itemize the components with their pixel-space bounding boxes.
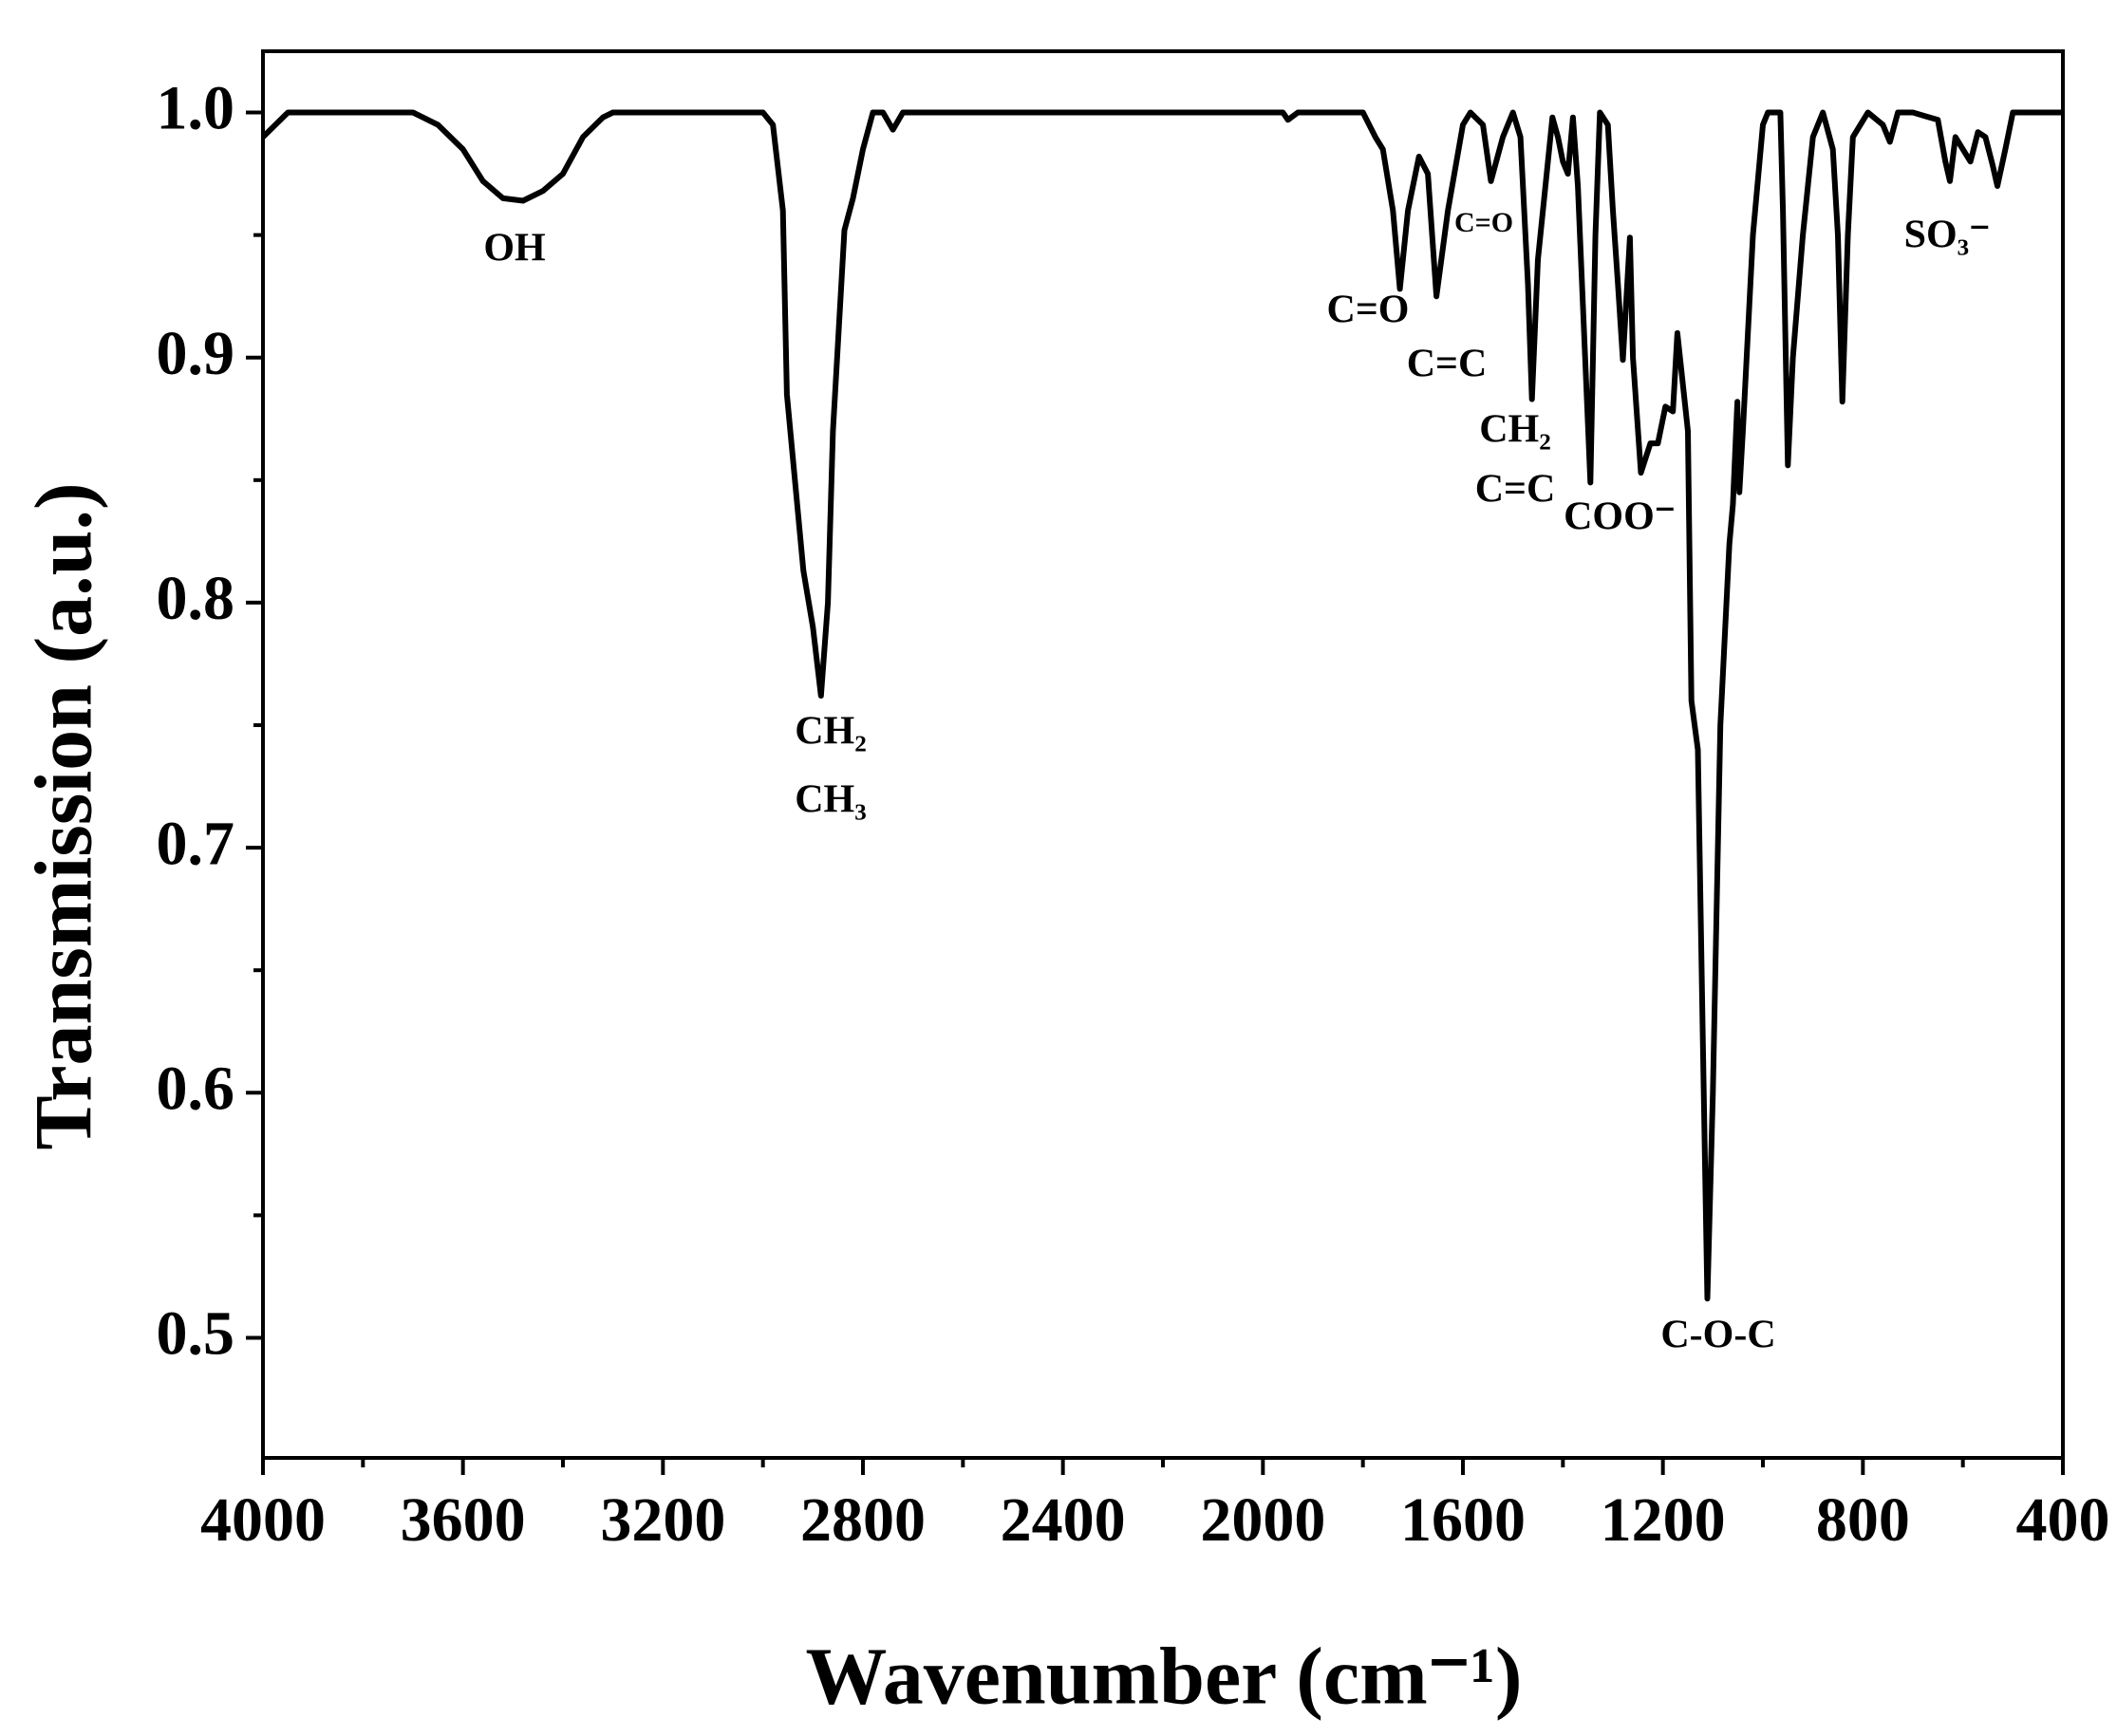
x-tick-label: 2400 [1001,1485,1126,1555]
y-tick-label: 1.0 [157,74,235,143]
peak-annotation: C=O [1454,207,1513,238]
y-tick-label: 0.6 [157,1054,235,1123]
peak-annotation: CH₂ [1479,408,1551,452]
peak-annotation: CH₂ [795,710,867,754]
y-tick-label: 0.9 [157,319,235,388]
x-axis-title: Wavenumber (cm⁻¹) [805,1631,1522,1722]
x-tick-label: 4000 [200,1485,326,1555]
peak-annotation: COO⁻ [1564,495,1676,539]
y-tick-label: 0.8 [157,564,235,633]
x-tick-label: 3200 [600,1485,725,1555]
peak-annotation: CH₃ [795,778,867,822]
x-tick-label: 800 [1816,1485,1910,1555]
x-tick-label: 1600 [1400,1485,1526,1555]
x-tick-label: 1200 [1601,1485,1726,1555]
x-tick-label: 400 [2016,1485,2110,1555]
y-tick-label: 0.7 [157,809,235,878]
peak-annotation: C-O-C [1660,1314,1775,1357]
peak-annotation: C=O [1327,289,1410,332]
peak-annotation: C=C [1475,468,1556,512]
x-tick-label: 2000 [1200,1485,1325,1555]
x-tick-label: 3600 [401,1485,526,1555]
peak-annotation: C=C [1407,343,1488,386]
spectrum-line [260,109,2063,1302]
y-axis-title: Transmission (a.u.) [18,482,109,1149]
y-tick-label: 0.5 [157,1299,235,1369]
x-tick-label: 2800 [800,1485,926,1555]
peak-annotation: SO₃⁻ [1904,214,1991,257]
peak-annotation: OH [483,227,545,271]
